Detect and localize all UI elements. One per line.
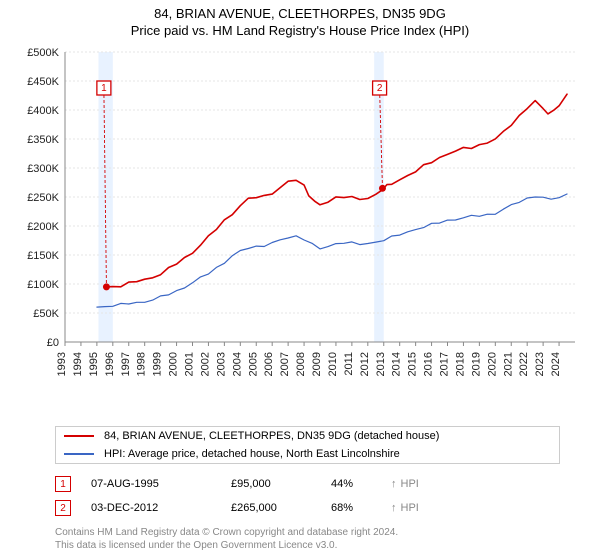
x-tick-label: 2023 [534, 352, 546, 376]
x-tick-label: 2021 [502, 352, 514, 376]
sale-row-marker: 2 [55, 500, 71, 516]
sale-row: 1 07-AUG-1995£95,00044%↑ HPI [55, 472, 560, 496]
x-tick-label: 1994 [72, 352, 84, 376]
footnote-line: Contains HM Land Registry data © Crown c… [55, 526, 560, 539]
x-tick-label: 1996 [104, 352, 116, 376]
x-tick-label: 2013 [375, 352, 387, 376]
x-tick-label: 2024 [550, 352, 562, 376]
y-tick-label: £350K [27, 134, 59, 146]
y-tick-label: £0 [47, 337, 59, 349]
series-hpi [97, 194, 567, 307]
sale-marker-dot [103, 283, 110, 290]
y-tick-label: £500K [27, 47, 59, 59]
x-tick-label: 2012 [359, 352, 371, 376]
series-property [106, 94, 567, 287]
x-tick-label: 2007 [279, 352, 291, 376]
legend: 84, BRIAN AVENUE, CLEETHORPES, DN35 9DG … [55, 426, 560, 464]
x-tick-label: 2011 [343, 352, 355, 376]
sale-row-marker: 1 [55, 476, 71, 492]
x-tick-label: 1993 [56, 352, 68, 376]
x-tick-label: 2003 [215, 352, 227, 376]
x-tick-label: 2004 [231, 352, 243, 376]
footnote: Contains HM Land Registry data © Crown c… [55, 526, 560, 552]
sale-pct: 44% [331, 478, 391, 490]
x-tick-label: 2008 [295, 352, 307, 376]
y-tick-label: £450K [27, 76, 59, 88]
footnote-line: This data is licensed under the Open Gov… [55, 539, 560, 552]
y-tick-label: £50K [33, 308, 59, 320]
arrow-up-icon: ↑ [391, 502, 397, 514]
x-tick-label: 1999 [152, 352, 164, 376]
x-tick-label: 1997 [120, 352, 132, 376]
sale-price: £265,000 [231, 502, 331, 514]
x-tick-label: 1995 [88, 352, 100, 376]
x-tick-label: 2005 [247, 352, 259, 376]
x-tick-label: 2020 [486, 352, 498, 376]
sale-hpi-label: HPI [401, 478, 419, 490]
y-tick-label: £250K [27, 192, 59, 204]
sale-price: £95,000 [231, 478, 331, 490]
x-tick-label: 2019 [470, 352, 482, 376]
sale-date: 07-AUG-1995 [91, 478, 231, 490]
x-tick-label: 2006 [263, 352, 275, 376]
legend-label: HPI: Average price, detached house, Nort… [104, 448, 400, 460]
sale-pct: 68% [331, 502, 391, 514]
x-tick-label: 2014 [391, 352, 403, 376]
x-tick-label: 2000 [168, 352, 180, 376]
x-tick-label: 2016 [423, 352, 435, 376]
sale-date: 03-DEC-2012 [91, 502, 231, 514]
y-tick-label: £300K [27, 163, 59, 175]
y-tick-label: £150K [27, 250, 59, 262]
x-tick-label: 2018 [454, 352, 466, 376]
arrow-up-icon: ↑ [391, 478, 397, 490]
x-tick-label: 2015 [407, 352, 419, 376]
x-tick-label: 2002 [199, 352, 211, 376]
x-tick-label: 2009 [311, 352, 323, 376]
y-tick-label: £100K [27, 279, 59, 291]
legend-label: 84, BRIAN AVENUE, CLEETHORPES, DN35 9DG … [104, 430, 439, 442]
legend-swatch [64, 453, 94, 455]
sale-marker-label: 2 [377, 83, 383, 94]
y-tick-label: £200K [27, 221, 59, 233]
x-tick-label: 2022 [518, 352, 530, 376]
legend-swatch [64, 435, 94, 437]
sales-table: 1 07-AUG-1995£95,00044%↑ HPI 2 03-DEC-2012£2… [55, 472, 560, 520]
chart-plot-area: £0 £50K £100K £150K £200K £250K £300K £350K £400… [10, 42, 590, 422]
x-tick-label: 1998 [136, 352, 148, 376]
sale-marker-label: 1 [101, 83, 107, 94]
chart-subtitle: Price paid vs. HM Land Registry's House … [0, 23, 600, 38]
legend-item: 84, BRIAN AVENUE, CLEETHORPES, DN35 9DG … [56, 427, 559, 445]
x-tick-label: 2017 [439, 352, 451, 376]
titles: 84, BRIAN AVENUE, CLEETHORPES, DN35 9DG … [0, 0, 600, 38]
chart-title: 84, BRIAN AVENUE, CLEETHORPES, DN35 9DG [0, 6, 600, 21]
sale-row: 2 03-DEC-2012£265,00068%↑ HPI [55, 496, 560, 520]
sale-marker-dot [379, 185, 386, 192]
sale-hpi-label: HPI [401, 502, 419, 514]
chart-svg: £0 £50K £100K £150K £200K £250K £300K £350K £400… [10, 42, 590, 422]
y-tick-label: £400K [27, 105, 59, 117]
x-tick-label: 2001 [184, 352, 196, 376]
legend-item: HPI: Average price, detached house, Nort… [56, 445, 559, 463]
x-tick-label: 2010 [327, 352, 339, 376]
chart-container: 84, BRIAN AVENUE, CLEETHORPES, DN35 9DG … [0, 0, 600, 552]
